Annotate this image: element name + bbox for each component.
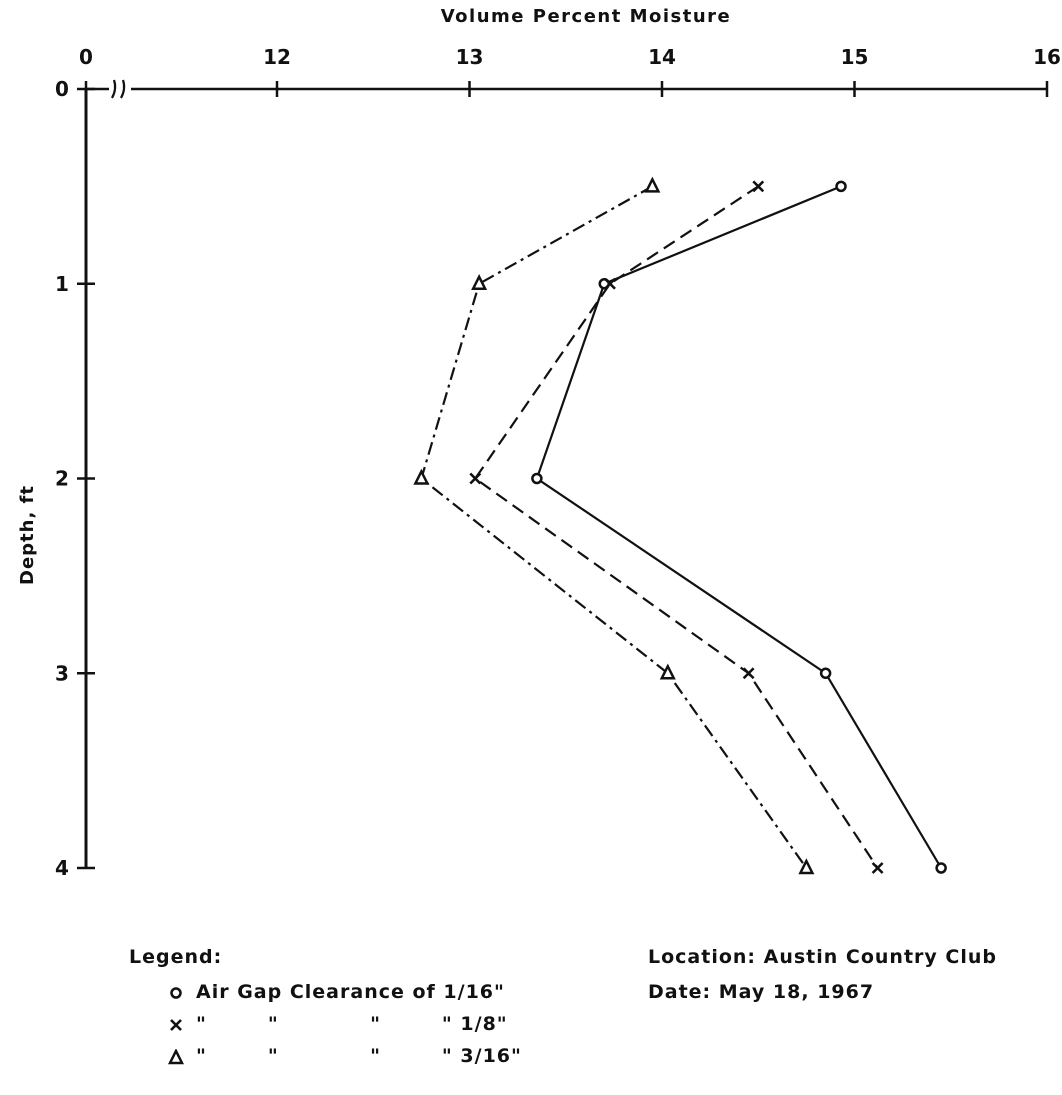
series-1	[531, 180, 947, 874]
data-point-circle	[935, 862, 947, 874]
x-tick-label: 15	[841, 45, 869, 69]
x-axis-break-mark	[111, 79, 117, 99]
data-point-x	[871, 862, 884, 874]
data-point-circle	[819, 667, 832, 679]
series-3	[413, 176, 815, 875]
x-axis-break-mark	[120, 79, 126, 99]
legend-triangle-marker	[168, 1049, 184, 1065]
location-label: Location: Austin Country Club	[648, 946, 997, 968]
legend-title: Legend:	[129, 946, 223, 968]
series-line	[473, 185, 879, 869]
data-point-triangle	[798, 858, 815, 875]
x-tick-label: 0	[79, 45, 93, 69]
legend-row-3: " " " " 3/16"	[196, 1045, 522, 1067]
data-point-triangle	[471, 273, 488, 290]
x-axis-title: Volume Percent Moisture	[441, 6, 732, 27]
y-tick-label: 1	[55, 272, 69, 296]
legend-row-2: " " " " 1/8"	[196, 1013, 508, 1035]
y-tick-label: 4	[55, 856, 69, 880]
data-point-triangle	[413, 468, 430, 485]
x-tick-label: 12	[263, 45, 291, 69]
y-tick-label: 3	[55, 661, 69, 685]
data-point-triangle	[644, 176, 661, 193]
data-point-x	[604, 277, 616, 290]
legend-row-1: Air Gap Clearance of 1/16"	[196, 981, 505, 1003]
date-label: Date: May 18, 1967	[648, 981, 875, 1003]
y-tick-label: 0	[55, 77, 69, 101]
x-tick-label: 16	[1033, 45, 1061, 69]
legend-circle-marker	[170, 987, 182, 999]
y-tick-label: 2	[55, 467, 69, 491]
y-axis-title: Depth, ft	[17, 485, 38, 585]
data-point-x	[469, 472, 482, 485]
x-tick-label: 13	[456, 45, 484, 69]
legend-x-marker	[170, 1019, 182, 1031]
data-point-x	[742, 667, 755, 680]
data-point-circle	[835, 180, 847, 193]
data-point-triangle	[659, 663, 676, 680]
data-point-x	[752, 180, 765, 193]
series-line	[535, 185, 943, 869]
data-point-circle	[531, 472, 543, 485]
series-2	[469, 180, 884, 874]
x-tick-label: 14	[648, 45, 676, 69]
